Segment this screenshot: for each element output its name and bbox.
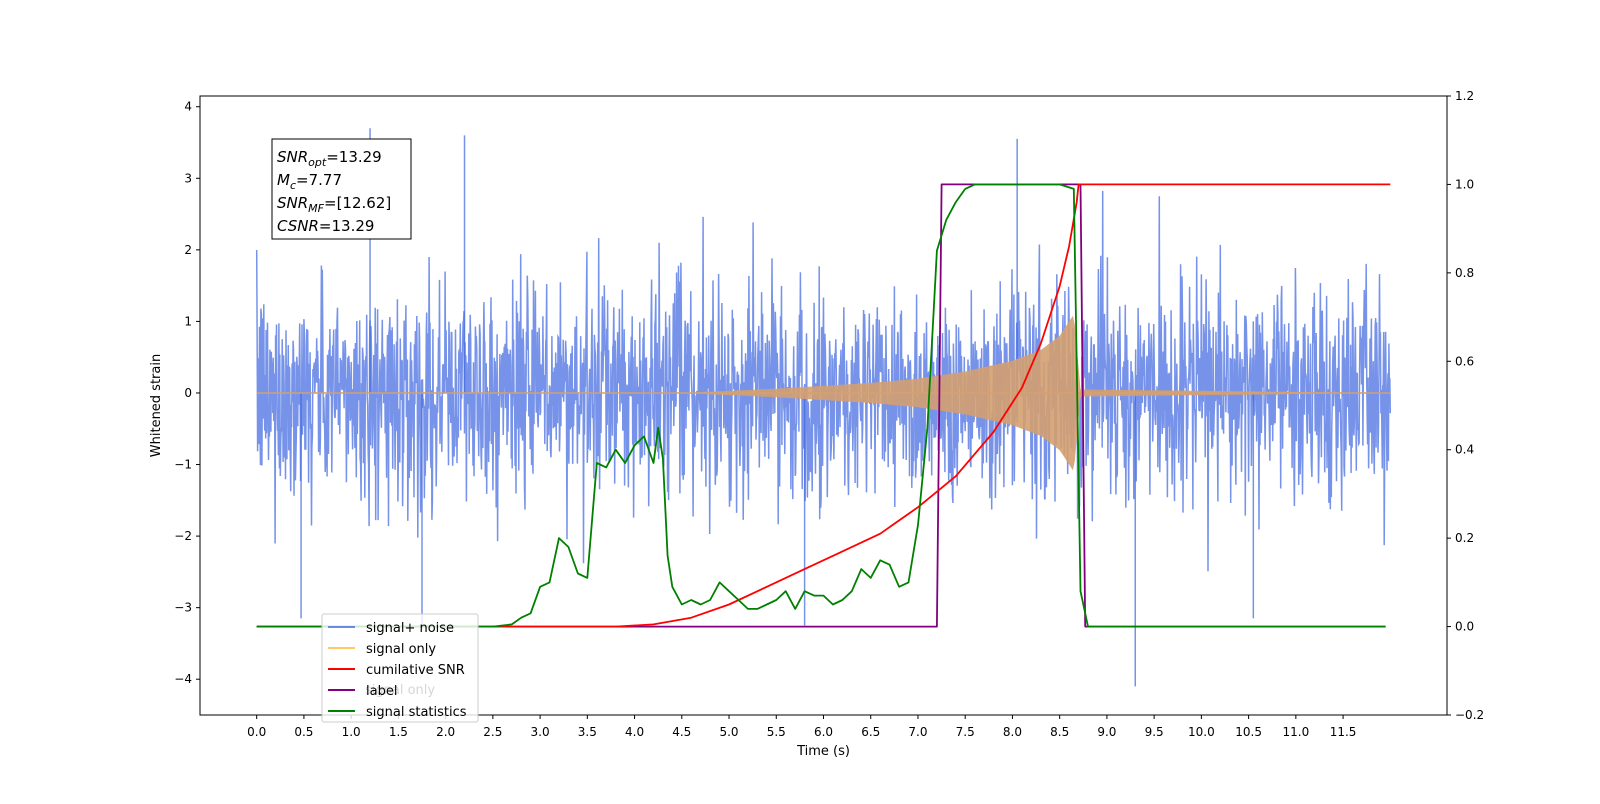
x-tick-label: 3.5	[578, 725, 597, 739]
x-tick-label: 3.0	[531, 725, 550, 739]
x-tick-label: 0.0	[247, 725, 266, 739]
annotation-symbol: SNR	[277, 148, 308, 166]
signal-statistics-line	[256, 183, 1386, 628]
annotation-line: SNRMF=[12.62]	[277, 194, 391, 215]
annotation-frame	[271, 138, 412, 240]
x-tick-label: 11.5	[1330, 725, 1357, 739]
annotation-line: CSNR=13.29	[277, 217, 374, 235]
y-tick-label: 3	[184, 171, 192, 185]
y2-tick-label: 1.2	[1455, 89, 1474, 103]
annotation-value: =7.77	[296, 171, 342, 189]
annotation-value: =13.29	[326, 148, 382, 166]
annotation-line: SNRopt=13.29	[277, 148, 382, 169]
x-tick-label: 5.0	[719, 725, 738, 739]
x-tick-label: 7.0	[908, 725, 927, 739]
annotation-subscript: MF	[308, 202, 324, 215]
y-tick-label: −2	[174, 529, 192, 543]
legend-label: label	[366, 684, 397, 699]
axes-layer: 0.0 0.5 1.0 1.5 2.0 2.5 3.0 3.5 4.0 4.5 5.0 5.5 6.0 6…	[174, 89, 1484, 739]
x-tick-label: 9.0	[1097, 725, 1116, 739]
x-tick-label: 1.5	[389, 725, 408, 739]
x-tick-label: 6.5	[861, 725, 880, 739]
x-tick-label: 10.5	[1235, 725, 1262, 739]
y2-tick-label: 0.0	[1455, 620, 1474, 634]
x-tick-label: 10.0	[1188, 725, 1215, 739]
annotation-value: =[12.62]	[324, 194, 391, 212]
legend-ghost-label: signal only	[365, 683, 435, 698]
x-tick-label: 6.0	[814, 725, 833, 739]
y2-tick-label: 1.0	[1455, 177, 1474, 191]
legend-label: signal+ noise	[366, 621, 454, 636]
y-tick-label: −1	[174, 458, 192, 472]
y-tick-label: 1	[184, 314, 192, 328]
series-layer	[255, 128, 1392, 687]
x-tick-label: 11.0	[1282, 725, 1309, 739]
x-tick-label: 9.5	[1145, 725, 1164, 739]
annotation-symbol: CSNR	[277, 217, 319, 235]
x-axis-label: Time (s)	[796, 744, 850, 759]
y2-tick-label: 0.2	[1455, 531, 1474, 545]
annotation-subscript: c	[290, 179, 296, 192]
legend-label: signal statistics	[366, 705, 467, 720]
y2-tick-label: 0.8	[1455, 266, 1474, 280]
y-tick-label: 4	[184, 100, 192, 114]
y2-tick-label: 0.4	[1455, 443, 1474, 457]
x-tick-label: 8.0	[1003, 725, 1022, 739]
x-tick-label: 4.0	[625, 725, 644, 739]
annotation-symbol: M	[277, 171, 290, 189]
y2-tick-label: 0.6	[1455, 354, 1474, 368]
x-tick-label: 1.0	[342, 725, 361, 739]
x-tick-label: 7.5	[956, 725, 975, 739]
legend-frame	[321, 613, 479, 723]
annotation-symbol: SNR	[277, 194, 308, 212]
y-tick-label: −4	[174, 672, 192, 686]
annotation-value: =13.29	[319, 217, 375, 235]
annotation-line: Mc=7.77	[277, 171, 342, 192]
cumulative-snr-line	[256, 183, 1391, 628]
x-tick-label: 5.5	[767, 725, 786, 739]
x-tick-label: 8.5	[1050, 725, 1069, 739]
x-tick-label: 0.5	[294, 725, 313, 739]
x-tick-label: 2.5	[483, 725, 502, 739]
x-tick-label: 2.0	[436, 725, 455, 739]
y-tick-label: 0	[184, 386, 192, 400]
legend-label: signal only	[366, 642, 436, 657]
annotation-box: SNRopt=13.29Mc=7.77SNRMF=[12.62]CSNR=13.…	[271, 138, 412, 240]
y-axis-label: Whitened strain	[149, 354, 164, 457]
y2-tick-label: −0.2	[1455, 708, 1484, 722]
signal-noise-line	[255, 190, 1392, 572]
annotation-subscript: opt	[308, 156, 327, 169]
x-tick-label: 4.5	[672, 725, 691, 739]
legend-label: cumilative SNR	[366, 663, 465, 678]
y-tick-label: −3	[174, 601, 192, 615]
legend: signal only signal+ noise signal only cumil…	[321, 613, 479, 723]
y-tick-label: 2	[184, 243, 192, 257]
